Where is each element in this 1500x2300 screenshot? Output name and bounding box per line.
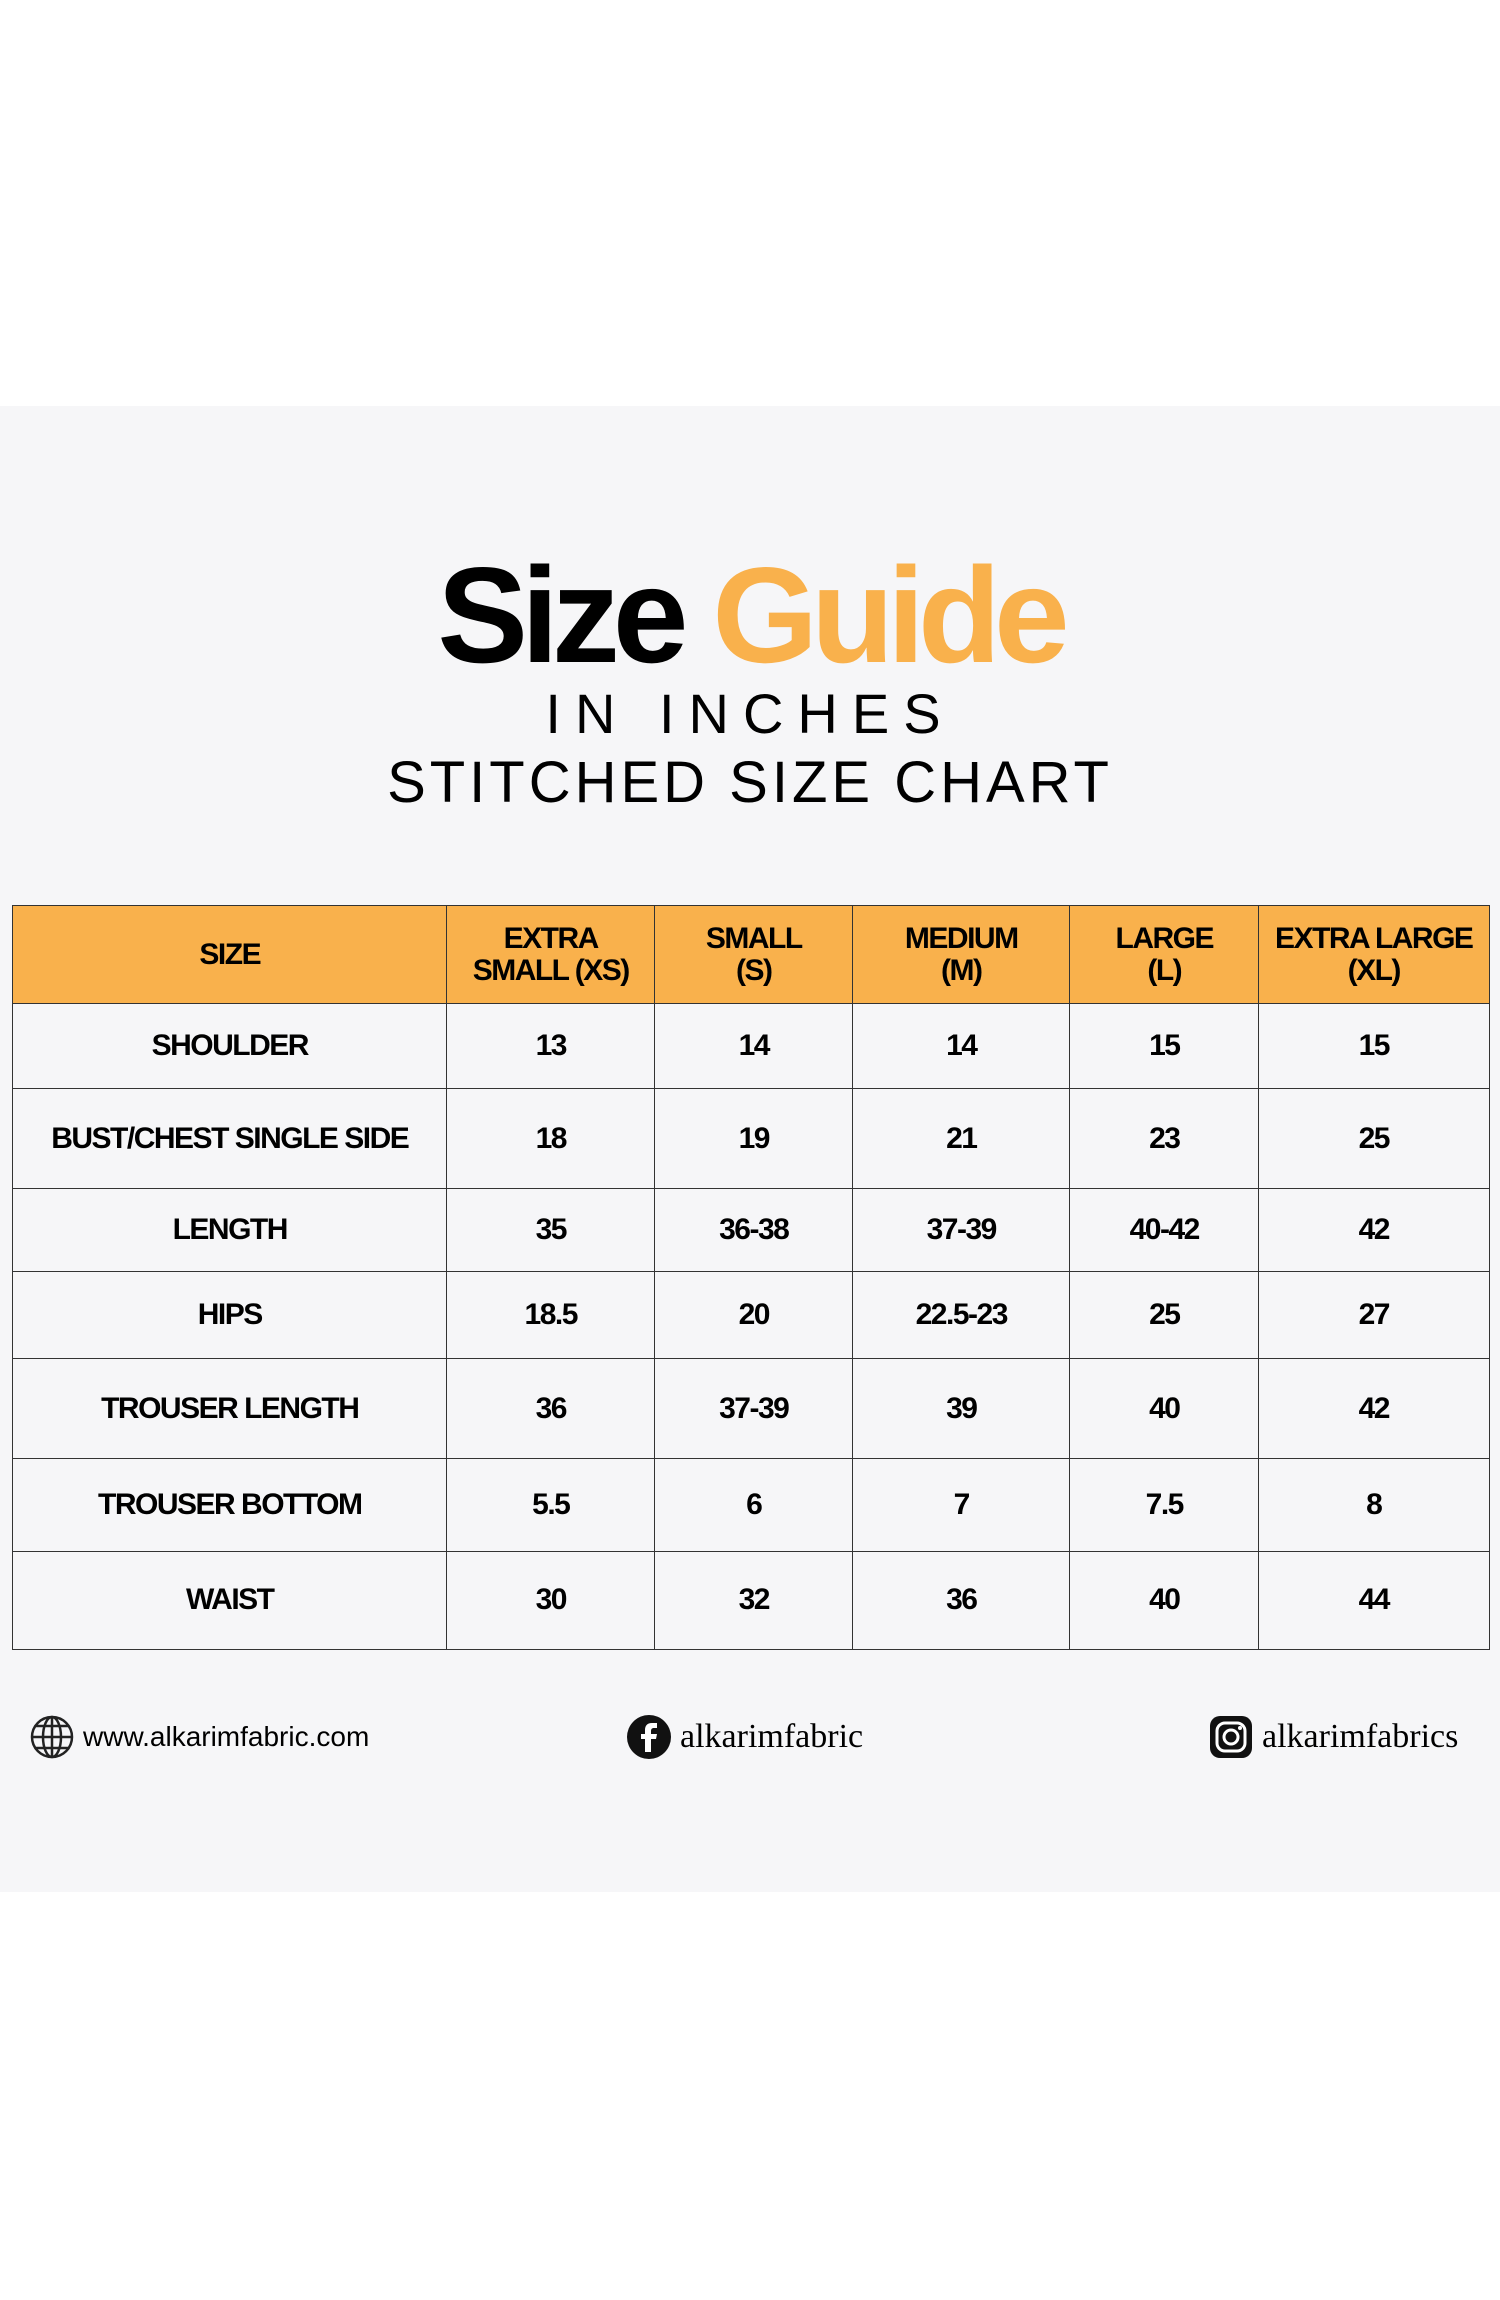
header-line: SMALL (XS) — [472, 953, 631, 987]
facebook: alkarimfabric — [626, 1712, 863, 1762]
facebook-text: alkarimfabric — [680, 1718, 864, 1755]
value-cell: 37-39 — [654, 1358, 854, 1460]
value-cell: 42 — [1258, 1358, 1490, 1460]
row-label: BUST/CHEST SINGLE SIDE — [12, 1088, 448, 1190]
header-line: (S) — [736, 953, 773, 987]
header-cell: MEDIUM (M) — [852, 905, 1071, 1005]
value-cell: 7 — [852, 1458, 1071, 1553]
facebook-icon — [627, 1715, 671, 1759]
value-cell: 23 — [1069, 1088, 1260, 1190]
value-cell: 27 — [1258, 1271, 1490, 1360]
value-cell: 44 — [1258, 1551, 1490, 1650]
value-cell: 37-39 — [852, 1188, 1071, 1273]
row-label: HIPS — [12, 1271, 448, 1360]
header-line: EXTRA LARGE — [1275, 921, 1474, 955]
value-cell: 18.5 — [446, 1271, 656, 1360]
value-cell: 35 — [446, 1188, 656, 1273]
title: Size Guide — [0, 540, 1500, 690]
value-cell: 14 — [654, 1003, 854, 1090]
header-cell: EXTRA SMALL (XS) — [446, 905, 656, 1005]
value-cell: 7.5 — [1069, 1458, 1260, 1553]
value-cell: 25 — [1069, 1271, 1260, 1360]
header-line: (XL) — [1347, 953, 1402, 987]
website: www.alkarimfabric.com — [29, 1712, 369, 1762]
value-cell: 15 — [1069, 1003, 1260, 1090]
row-label: SHOULDER — [12, 1003, 448, 1090]
value-cell: 36-38 — [654, 1188, 854, 1273]
header-line: (L) — [1147, 953, 1182, 987]
header-cell: SMALL (S) — [654, 905, 854, 1005]
value-cell: 8 — [1258, 1458, 1490, 1553]
row-label: WAIST — [12, 1551, 448, 1650]
subtitle2: STITCHED SIZE CHART — [387, 750, 1113, 815]
row-label: LENGTH — [12, 1188, 448, 1273]
value-cell: 30 — [446, 1551, 656, 1650]
value-cell: 21 — [852, 1088, 1071, 1190]
instagram-icon — [1210, 1716, 1252, 1758]
value-cell: 40-42 — [1069, 1188, 1260, 1273]
value-cell: 22.5-23 — [852, 1271, 1071, 1360]
value-cell: 25 — [1258, 1088, 1490, 1190]
value-cell: 6 — [654, 1458, 854, 1553]
subtitle: IN INCHES — [545, 682, 955, 745]
header-line: EXTRA — [503, 921, 600, 955]
header-line: (M) — [941, 953, 983, 987]
value-cell: 40 — [1069, 1551, 1260, 1650]
value-cell: 20 — [654, 1271, 854, 1360]
value-cell: 13 — [446, 1003, 656, 1090]
value-cell: 39 — [852, 1358, 1071, 1460]
value-cell: 36 — [446, 1358, 656, 1460]
value-cell: 19 — [654, 1088, 854, 1190]
value-cell: 18 — [446, 1088, 656, 1190]
header-line: SMALL — [705, 921, 803, 955]
value-cell: 14 — [852, 1003, 1071, 1090]
header-cell: SIZE — [12, 905, 448, 1005]
header-line: MEDIUM — [904, 921, 1019, 955]
value-cell: 15 — [1258, 1003, 1490, 1090]
value-cell: 5.5 — [446, 1458, 656, 1553]
title-part1: Size — [437, 539, 688, 691]
globe-icon — [30, 1715, 74, 1759]
header-line: LARGE — [1115, 921, 1215, 955]
value-cell: 32 — [654, 1551, 854, 1650]
header-line: SIZE — [199, 937, 261, 971]
value-cell: 40 — [1069, 1358, 1260, 1460]
row-label: TROUSER LENGTH — [12, 1358, 448, 1460]
value-cell: 36 — [852, 1551, 1071, 1650]
instagram: alkarimfabrics — [1208, 1712, 1458, 1762]
value-cell: 42 — [1258, 1188, 1490, 1273]
header-cell: LARGE (L) — [1069, 905, 1260, 1005]
website-text: www.alkarimfabric.com — [83, 1721, 370, 1752]
row-label: TROUSER BOTTOM — [12, 1458, 448, 1553]
title-part2: Guide — [712, 539, 1069, 691]
instagram-text: alkarimfabrics — [1262, 1718, 1459, 1755]
header-cell: EXTRA LARGE (XL) — [1258, 905, 1490, 1005]
